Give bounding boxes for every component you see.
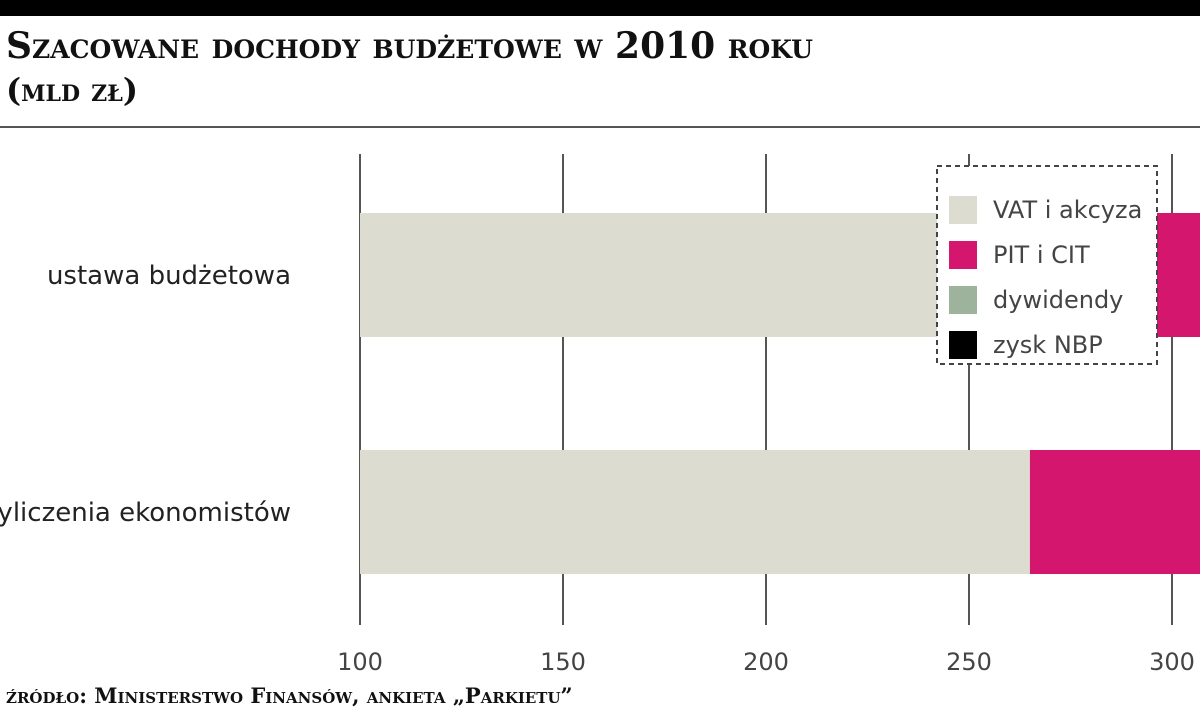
x-tick-label: 100 — [337, 648, 383, 676]
bar-segment — [1029, 450, 1200, 574]
source-note: źródło: Ministerstwo Finansów, ankieta „… — [6, 683, 573, 708]
x-tick-label: 250 — [946, 648, 992, 676]
chart-subtitle: (mld zł) — [6, 71, 138, 109]
legend-swatch — [949, 196, 977, 224]
legend-label: PIT i CIT — [993, 241, 1090, 269]
x-tick-label: 150 — [540, 648, 586, 676]
top-bar — [0, 0, 1200, 16]
bar-segment — [360, 450, 1030, 574]
legend-label: dywidendy — [993, 286, 1123, 314]
header-rule — [0, 126, 1200, 128]
stacked-bar-chart: 100 150 200 250 300 ustawa budżetowa wyliczeni… — [0, 154, 1200, 676]
legend-label: VAT i akcyza — [993, 196, 1142, 224]
legend-swatch — [949, 331, 977, 359]
category-label: ustawa budżetowa — [47, 261, 291, 291]
legend-label: zysk NBP — [993, 331, 1103, 359]
x-tick-label: 200 — [743, 648, 789, 676]
legend-swatch — [949, 241, 977, 269]
category-label: wyliczenia ekonomistów — [0, 498, 291, 528]
bar-segment — [360, 213, 1008, 337]
legend-swatch — [949, 286, 977, 314]
x-tick-label: 300 — [1149, 648, 1195, 676]
chart-title: Szacowane dochody budżetowe w 2010 roku — [6, 25, 813, 67]
